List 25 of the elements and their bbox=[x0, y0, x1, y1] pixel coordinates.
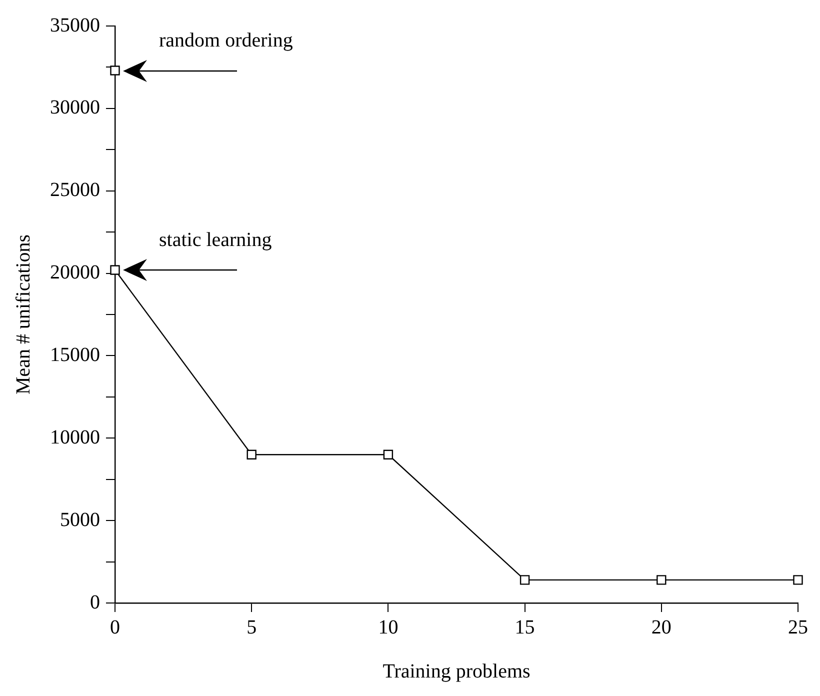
annotation: static learning bbox=[159, 228, 272, 251]
x-tick-label: 25 bbox=[788, 616, 808, 638]
y-tick-label: 5000 bbox=[60, 508, 100, 531]
point bbox=[246, 450, 256, 460]
y-tick-label: 15000 bbox=[50, 344, 100, 366]
y-tick-label: 0 bbox=[90, 591, 100, 614]
x-tick-label: 15 bbox=[514, 616, 535, 638]
point bbox=[793, 575, 803, 585]
x-tick-label: 10 bbox=[378, 616, 398, 638]
x-tick-label: 20 bbox=[651, 616, 672, 638]
point bbox=[383, 450, 394, 460]
x-tick-label: 5 bbox=[246, 616, 257, 638]
y-tick-label: 35000 bbox=[50, 14, 100, 36]
point bbox=[110, 265, 120, 275]
y-tick-label: 25000 bbox=[50, 179, 100, 202]
point bbox=[110, 66, 120, 76]
y-tick-label: 10000 bbox=[50, 426, 100, 448]
point bbox=[520, 575, 530, 585]
annotation: random ordering bbox=[159, 30, 293, 52]
y-tick-label: 30000 bbox=[50, 96, 100, 119]
point bbox=[656, 575, 666, 585]
y-tick-label: 20000 bbox=[50, 262, 100, 284]
x-axis-title: Training problems bbox=[382, 660, 531, 682]
x-tick-label: 0 bbox=[110, 616, 120, 638]
y-axis-title: Mean # unifications bbox=[12, 234, 34, 394]
